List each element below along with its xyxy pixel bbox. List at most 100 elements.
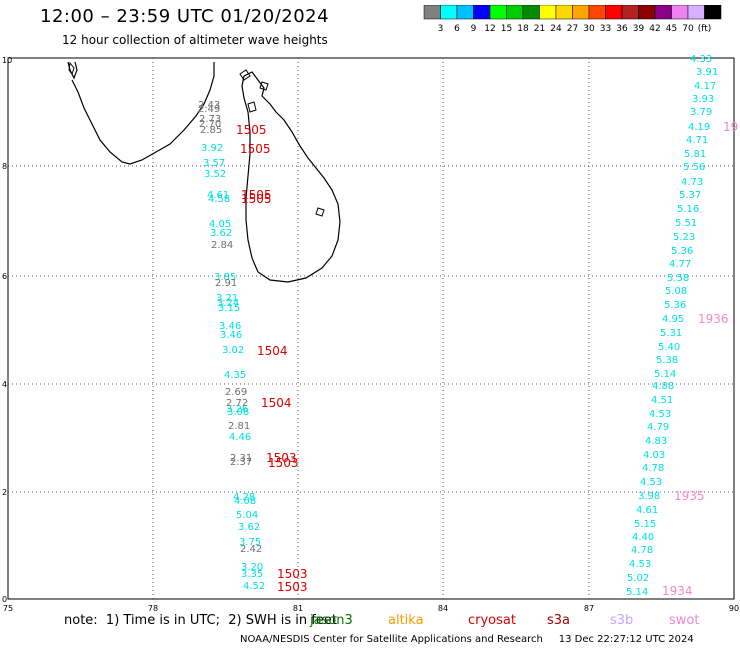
cryosat-pass-label: 1505 — [241, 192, 272, 206]
colorbar-label: 15 — [501, 24, 512, 34]
swh-value-jason3: 5.36 — [664, 300, 686, 311]
cryosat-pass-label: 1505 — [240, 142, 271, 156]
swh-colorbar: 3 6 9 12 15 18 21 24 27 30 33 36 39 42 45 70 (ft) — [423, 5, 722, 34]
swh-value-jason3: 4.05 — [209, 219, 231, 230]
swh-value-jason3: 5.23 — [673, 232, 695, 243]
swh-value-jason3: 4.40 — [632, 532, 654, 543]
cryosat-pass-label: 1503 — [277, 567, 308, 581]
swh-value-jason3: 4.35 — [224, 370, 246, 381]
x-tick-label: 84 — [438, 604, 448, 613]
mission-legend-swot: swot — [669, 613, 700, 628]
swh-value-jason3: 4.88 — [652, 381, 674, 392]
x-tick-label: 81 — [293, 604, 303, 613]
swh-value-jason3: 3.62 — [238, 522, 260, 533]
swh-value-jason3: 4.83 — [645, 436, 667, 447]
swh-value-jason3: 4.53 — [640, 477, 662, 488]
grid-lines — [8, 58, 734, 599]
swh-value-jason3: 5.40 — [658, 342, 680, 353]
swot-pass-label: 1934 — [662, 584, 693, 598]
swh-value-jason3: 3.26 — [226, 404, 248, 415]
swh-value-jason3: 3.02 — [222, 345, 244, 356]
swh-value-jason3: 4.51 — [651, 395, 673, 406]
y-tick-label: 0 — [2, 595, 7, 604]
swh-value-jason3: 5.15 — [634, 519, 656, 530]
swh-value-jason3: 4.52 — [243, 581, 265, 592]
cryosat-pass-label: 1505 — [241, 188, 272, 202]
swh-value-jason3: 3.85 — [214, 272, 236, 283]
swh-value-jason3: 4.33 — [690, 54, 712, 65]
swh-value-jason3-gray: 2.31 — [230, 453, 252, 464]
swh-value-jason3: 3.24 — [217, 298, 239, 309]
cryosat-pass-label: 1504 — [261, 396, 292, 410]
swh-value-jason3: 5.14 — [626, 587, 648, 598]
x-tick-labels: 75 78 81 84 87 90 — [3, 604, 739, 613]
swh-value-jason3: 5.58 — [667, 273, 689, 284]
colorbar-label: 70 — [682, 24, 694, 34]
swh-value-jason3-gray: 2.91 — [215, 278, 237, 289]
swh-value-jason3: 3.46 — [220, 330, 242, 341]
colorbar-label: 42 — [649, 24, 660, 34]
swh-value-jason3: 3.75 — [239, 537, 261, 548]
cryosat-pass-label: 1505 — [236, 123, 267, 137]
x-tick-label: 87 — [584, 604, 594, 613]
india-coastline — [67, 61, 215, 165]
swh-value-jason3: 3.79 — [690, 107, 712, 118]
y-tick-label: 4 — [2, 380, 7, 389]
cryosat-pass-label: 1503 — [268, 456, 299, 470]
swh-value-jason3: 4.78 — [642, 463, 664, 474]
colorbar-label: 30 — [583, 24, 595, 34]
swh-value-jason3: 3.62 — [210, 228, 232, 239]
colorbar-label: 3 — [438, 24, 444, 34]
swh-value-jason3: 3.08 — [227, 407, 249, 418]
swh-value-jason3: 4.08 — [234, 496, 256, 507]
swh-value-jason3: 4.53 — [649, 409, 671, 420]
y-tick-labels: 0 2 4 6 8 10 — [2, 56, 12, 604]
swh-value-jason3: 5.08 — [665, 286, 687, 297]
swh-value-jason3-gray: 2.85 — [200, 125, 222, 136]
map-title: 12:00 – 23:59 UTC 01/20/2024 — [40, 6, 330, 27]
mission-legend-s3b: s3b — [610, 613, 634, 628]
swh-value-jason3: 5.38 — [656, 355, 678, 366]
swh-value-jason3-gray: 2.84 — [211, 240, 233, 251]
swh-value-jason3-gray: 2.81 — [228, 421, 250, 432]
swot-pass-label: 1936 — [698, 312, 729, 326]
swh-value-jason3: 4.95 — [662, 314, 684, 325]
colorbar-swatch — [704, 5, 722, 20]
swh-value-jason3: 5.51 — [675, 218, 697, 229]
jaffna-islands — [239, 69, 325, 217]
swh-value-jason3: 4.77 — [669, 259, 691, 270]
mission-legend-jason3: jason3 — [310, 613, 353, 628]
swh-value-jason3-gray: 2.73 — [199, 114, 221, 125]
swh-value-jason3: 5.04 — [236, 510, 258, 521]
colorbar-label: 39 — [633, 24, 645, 34]
cryosat-pass-label: 1503 — [266, 451, 297, 465]
swh-value-jason3-gray: 2.37 — [230, 457, 252, 468]
swh-value-jason3-gray: 2.43 — [198, 100, 220, 111]
sri-lanka-coastline — [241, 71, 341, 283]
swh-value-jason3: 3.91 — [696, 67, 718, 78]
colorbar-label: 21 — [534, 24, 545, 34]
y-tick-label: 10 — [2, 56, 12, 65]
swh-value-jason3: 3.20 — [241, 562, 263, 573]
swh-value-jason3: 4.03 — [643, 450, 665, 461]
swh-value-jason3: 3.15 — [218, 303, 240, 314]
cryosat-pass-label: 1504 — [257, 344, 288, 358]
swh-value-jason3: 3.93 — [692, 94, 714, 105]
colorbar-label: 45 — [666, 24, 677, 34]
swh-value-jason3-gray: 2.72 — [226, 398, 248, 409]
swh-value-jason3: 3.35 — [241, 569, 263, 580]
swh-value-jason3: 3.52 — [204, 169, 226, 180]
swh-value-jason3-gray: 2.42 — [240, 544, 262, 555]
swh-value-jason3: 4.46 — [229, 432, 251, 443]
swh-value-jason3: 4.79 — [647, 422, 669, 433]
swh-value-jason3: 3.92 — [201, 143, 223, 154]
colorbar-label: 27 — [567, 24, 578, 34]
mission-legend-altika: altika — [388, 613, 424, 628]
colorbar-label: 36 — [616, 24, 628, 34]
swh-value-jason3-gray: 2.70 — [199, 119, 221, 130]
colorbar-label: 12 — [484, 24, 495, 34]
swh-value-jason3-gray: 2.69 — [225, 387, 247, 398]
x-tick-label: 75 — [3, 604, 13, 613]
legend-note: note: 1) Time is in UTC; 2) SWH is in fe… — [64, 613, 337, 628]
